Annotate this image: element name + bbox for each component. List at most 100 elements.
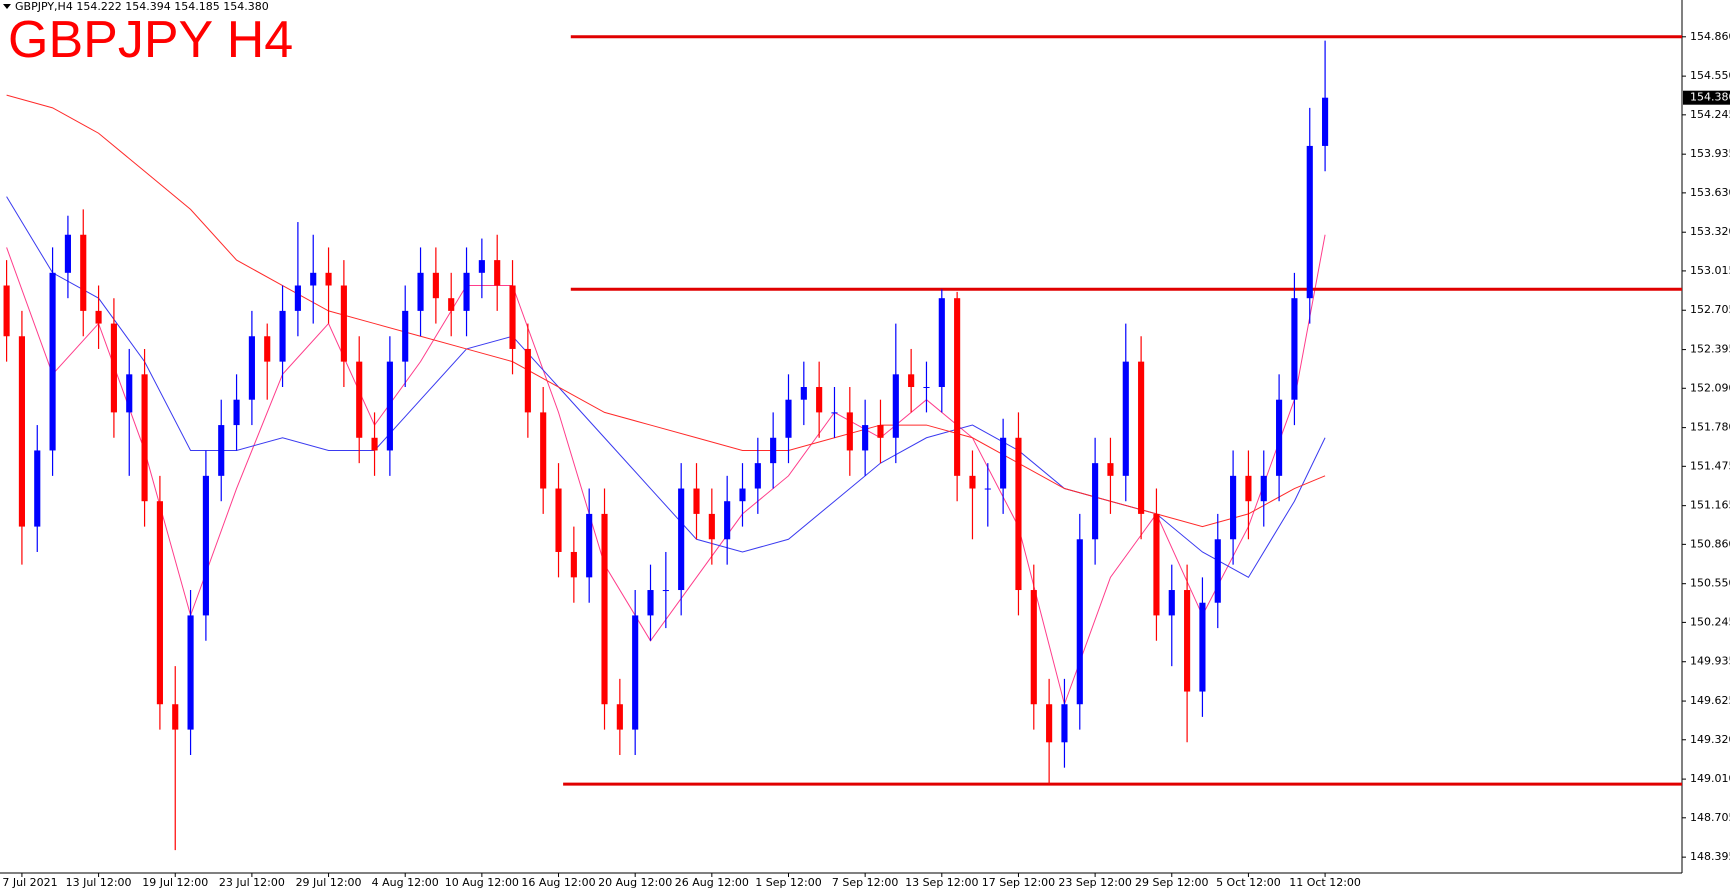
- candle-body: [724, 501, 731, 540]
- candle-body: [1107, 463, 1114, 476]
- candle-body: [340, 285, 347, 362]
- candle-body: [524, 348, 531, 413]
- candle-body: [371, 437, 378, 451]
- candle-body: [494, 260, 501, 286]
- candle-body: [156, 501, 163, 705]
- menu-arrow: [3, 4, 11, 9]
- candle-body: [1153, 513, 1160, 616]
- candle-body: [800, 387, 807, 400]
- candle-body: [969, 475, 976, 489]
- y-tick-label: 149.935: [1690, 655, 1730, 668]
- candle-body: [739, 488, 746, 502]
- candle-body: [647, 590, 654, 616]
- candle-body: [402, 310, 409, 362]
- candle-body: [386, 361, 393, 451]
- candle-body: [432, 272, 439, 299]
- candle-body: [862, 425, 869, 451]
- y-tick-label: 149.625: [1690, 694, 1730, 707]
- y-tick-label: 152.395: [1690, 343, 1730, 356]
- candle-body: [294, 285, 301, 311]
- candle-body: [846, 412, 853, 451]
- y-tick-label: 152.705: [1690, 303, 1730, 316]
- x-tick-label: 26 Aug 12:00: [675, 876, 749, 889]
- candle-body: [938, 298, 945, 388]
- x-tick-label: 10 Aug 12:00: [445, 876, 519, 889]
- candle-body: [141, 374, 148, 502]
- candle-body: [110, 323, 117, 413]
- y-tick-label: 151.475: [1690, 459, 1730, 472]
- candle-body: [586, 513, 593, 578]
- y-tick-label: 150.245: [1690, 615, 1730, 628]
- y-tick-label: 148.705: [1690, 811, 1730, 824]
- candle-body: [310, 272, 317, 286]
- candle-body: [187, 615, 194, 730]
- x-tick-label: 16 Aug 12:00: [521, 876, 595, 889]
- candle-body: [49, 272, 56, 451]
- y-tick-label: 154.245: [1690, 108, 1730, 121]
- y-tick-label: 149.010: [1690, 772, 1730, 785]
- candle-body: [1015, 437, 1022, 591]
- candle-body: [1306, 145, 1313, 299]
- x-tick-label: 5 Oct 12:00: [1216, 876, 1281, 889]
- candle-body: [126, 374, 133, 413]
- candle-body: [202, 475, 209, 616]
- x-tick-label: 1 Sep 12:00: [755, 876, 821, 889]
- chart-title: GBPJPY H4: [8, 11, 293, 69]
- candle-body: [1199, 602, 1206, 692]
- candle-body: [1046, 704, 1053, 743]
- y-tick-label: 153.935: [1690, 147, 1730, 160]
- candle-body: [233, 399, 240, 426]
- y-tick-label: 149.320: [1690, 733, 1730, 746]
- candle-body: [770, 437, 777, 464]
- candle-body: [785, 399, 792, 438]
- candle-body: [1168, 590, 1175, 616]
- candle-body: [678, 488, 685, 591]
- candle-body: [831, 412, 838, 414]
- candle-body: [555, 488, 562, 552]
- x-tick-label: 29 Sep 12:00: [1135, 876, 1208, 889]
- candle-body: [1322, 97, 1329, 146]
- candle-body: [448, 298, 455, 311]
- x-tick-label: 4 Aug 12:00: [372, 876, 439, 889]
- x-tick-label: 29 Jul 12:00: [296, 876, 362, 889]
- candle-body: [984, 488, 991, 490]
- candle-body: [417, 272, 424, 311]
- candle-body: [1061, 704, 1068, 743]
- candle-body: [662, 590, 669, 592]
- x-tick-label: 20 Aug 12:00: [598, 876, 672, 889]
- candle-body: [1291, 298, 1298, 400]
- candle-body: [1138, 361, 1145, 514]
- candle-body: [708, 513, 715, 540]
- y-tick-label: 154.860: [1690, 30, 1730, 43]
- y-tick-label: 153.015: [1690, 264, 1730, 277]
- candle-body: [218, 425, 225, 476]
- candle-body: [1214, 539, 1221, 603]
- candle-body: [3, 285, 10, 337]
- x-tick-label: 17 Sep 12:00: [982, 876, 1055, 889]
- chart-header: GBPJPY,H4 154.222 154.394 154.185 154.38…: [15, 0, 269, 13]
- candle-body: [1184, 590, 1191, 692]
- candle-body: [172, 704, 179, 730]
- current-price-label: 154.380: [1690, 91, 1730, 104]
- candle-body: [954, 298, 961, 476]
- y-tick-label: 152.090: [1690, 381, 1730, 394]
- candle-body: [248, 336, 255, 400]
- candle-body: [356, 361, 363, 438]
- y-tick-label: 148.395: [1690, 850, 1730, 863]
- candle-body: [1122, 361, 1129, 476]
- candle-body: [754, 463, 761, 489]
- candle-body: [1276, 399, 1283, 476]
- x-tick-label: 19 Jul 12:00: [142, 876, 208, 889]
- y-tick-label: 150.550: [1690, 577, 1730, 590]
- candle-body: [877, 425, 884, 438]
- candle-body: [816, 387, 823, 413]
- candle-body: [64, 234, 71, 273]
- y-tick-label: 153.630: [1690, 186, 1730, 199]
- x-tick-label: 7 Sep 12:00: [832, 876, 898, 889]
- candle-body: [1260, 475, 1267, 502]
- y-tick-label: 154.550: [1690, 69, 1730, 82]
- candle-body: [601, 513, 608, 705]
- candle-body: [279, 310, 286, 362]
- x-tick-label: 13 Sep 12:00: [905, 876, 978, 889]
